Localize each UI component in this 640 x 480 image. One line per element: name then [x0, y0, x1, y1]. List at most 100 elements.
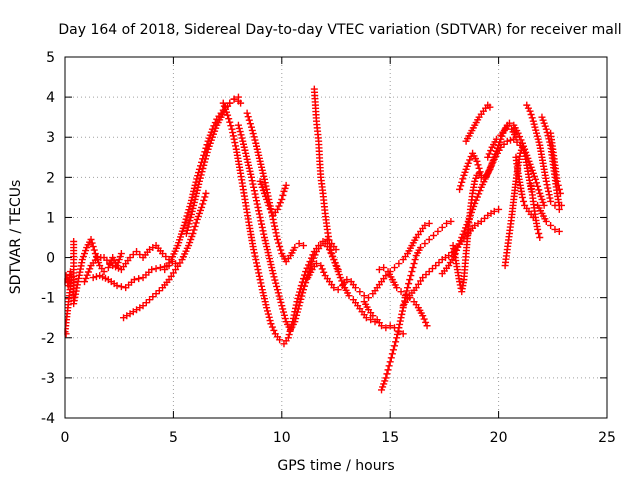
data-point [369, 312, 377, 320]
data-point [275, 202, 283, 210]
data-point [272, 229, 280, 237]
data-point [392, 338, 400, 346]
data-point [255, 207, 263, 215]
data-point [251, 252, 259, 260]
data-point [244, 113, 252, 121]
data-point [256, 276, 264, 284]
series-arc-21 [462, 101, 494, 145]
data-point [542, 177, 550, 185]
data-point [475, 190, 483, 198]
data-point [267, 320, 275, 328]
data-point [397, 314, 405, 322]
y-axis-label: SDTVAR / TECUs [8, 180, 24, 295]
data-point [473, 157, 481, 165]
data-point [485, 150, 493, 158]
data-point [251, 136, 259, 144]
data-point [317, 242, 325, 250]
data-point [352, 284, 360, 292]
data-point [263, 185, 271, 193]
data-point [278, 302, 286, 310]
data-point [184, 223, 192, 231]
data-point [486, 103, 494, 111]
data-point [327, 246, 335, 254]
data-point [271, 222, 279, 230]
series-arc-10 [243, 109, 307, 266]
data-point [225, 115, 233, 123]
data-point [434, 227, 442, 235]
data-point [196, 174, 204, 182]
data-point [88, 239, 96, 247]
data-point [298, 292, 306, 300]
data-point [293, 298, 301, 306]
data-point [90, 246, 98, 254]
data-point [408, 268, 416, 276]
data-point [253, 200, 261, 208]
data-point [543, 128, 551, 136]
data-point [535, 186, 543, 194]
series-arc-5 [120, 189, 210, 322]
data-point [252, 256, 260, 264]
data-point [248, 126, 256, 134]
data-point [542, 217, 550, 225]
data-point [270, 273, 278, 281]
data-point [275, 292, 283, 300]
data-point [527, 110, 535, 118]
data-points [64, 85, 565, 394]
data-point [409, 264, 417, 272]
data-point [228, 125, 236, 133]
data-point [547, 221, 555, 229]
data-point [254, 203, 262, 211]
data-point [198, 168, 206, 176]
data-point [385, 362, 393, 370]
data-point [276, 295, 284, 303]
data-point [551, 225, 559, 233]
series-arc-25 [523, 101, 565, 213]
data-point [255, 269, 263, 277]
data-point [86, 265, 94, 273]
data-point [274, 289, 282, 297]
data-point [202, 152, 210, 160]
data-point [253, 262, 261, 270]
x-tick-label: 15 [381, 430, 399, 446]
data-point [257, 279, 265, 287]
data-point [245, 116, 253, 124]
data-point [325, 240, 333, 248]
y-tick-label: 2 [46, 170, 55, 186]
data-point [226, 99, 234, 107]
series-arc-2 [70, 236, 125, 308]
data-point [406, 276, 414, 284]
series-arc-11 [256, 177, 290, 219]
data-point [275, 239, 283, 247]
data-point [113, 282, 121, 290]
data-point [277, 298, 285, 306]
data-point [391, 264, 399, 272]
series-arc-15 [375, 264, 431, 330]
axis-ticks: 0 5 10 15 20 25 -4 -3 -2 -1 0 1 2 3 4 5 [41, 50, 616, 446]
data-point [185, 220, 193, 228]
data-point [234, 121, 242, 129]
y-tick-label: 3 [46, 130, 55, 146]
data-point [473, 193, 481, 201]
data-point [202, 189, 210, 197]
data-point [447, 217, 455, 225]
series-arc-16 [378, 217, 455, 394]
data-point [540, 201, 548, 209]
data-point [380, 264, 388, 272]
data-point [235, 124, 243, 132]
data-point [259, 227, 267, 235]
data-point [294, 305, 302, 313]
data-point [83, 271, 91, 279]
data-point [317, 262, 325, 270]
y-tick-label: 1 [46, 210, 55, 226]
data-point [227, 122, 235, 130]
data-point [203, 148, 211, 156]
data-point [269, 270, 277, 278]
data-point [130, 276, 138, 284]
data-point [229, 129, 237, 137]
data-point [394, 327, 402, 335]
data-point [503, 137, 511, 145]
data-point [230, 95, 238, 103]
data-point [507, 136, 515, 144]
data-point [405, 280, 413, 288]
data-point [345, 292, 353, 300]
